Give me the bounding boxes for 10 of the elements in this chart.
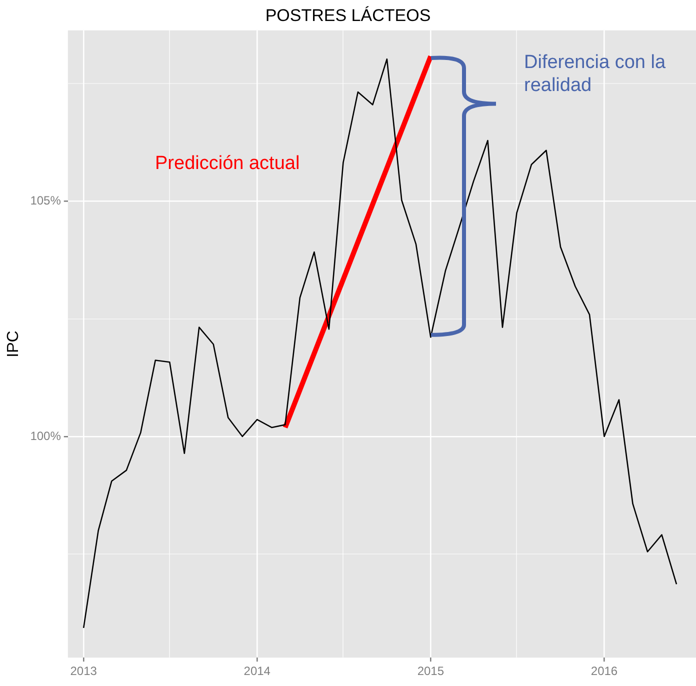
y-tick-label: 105%: [30, 194, 62, 208]
x-tick-label: 2014: [244, 664, 271, 678]
annotation: Predicción actual: [155, 152, 300, 175]
x-tick-label: 2013: [70, 664, 98, 678]
y-axis-title: IPC: [5, 330, 22, 358]
x-tick-label: 2015: [417, 664, 444, 678]
y-tick-label: 100%: [30, 428, 62, 443]
x-tick-label: 2016: [590, 664, 618, 678]
chart-title: POSTRES LÁCTEOS: [265, 6, 431, 25]
annotation: Diferencia con la realidad: [524, 51, 667, 97]
